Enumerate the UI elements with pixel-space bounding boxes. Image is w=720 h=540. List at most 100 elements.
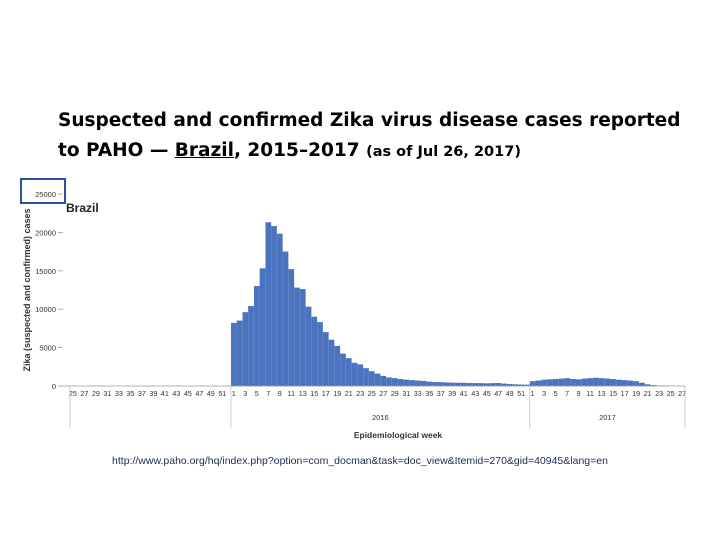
x-tick-label: 21 xyxy=(345,389,353,398)
bar-2016-W30 xyxy=(397,378,404,387)
bar-2016-W25 xyxy=(368,371,375,387)
x-tick-label: 35 xyxy=(126,389,134,398)
x-tick-label: 21 xyxy=(644,389,652,398)
bar-2017-W16 xyxy=(616,379,622,387)
bar-2016-W15 xyxy=(311,316,318,387)
x-tick-label: 7 xyxy=(266,389,270,398)
bar-2016-W22 xyxy=(351,362,358,387)
bar-2017-W14 xyxy=(604,378,611,387)
bar-2016-W38 xyxy=(443,382,450,387)
x-tick-label: 13 xyxy=(299,389,307,398)
bar-2016-W43 xyxy=(472,383,479,387)
x-tick-label: 17 xyxy=(621,389,629,398)
x-tick-label: 41 xyxy=(460,389,468,398)
bar-2017-W17 xyxy=(621,380,628,387)
x-tick-label: 11 xyxy=(586,389,593,398)
x-tick-label: 37 xyxy=(437,389,445,398)
bar-2016-W41 xyxy=(460,382,467,387)
x-tick-label: 39 xyxy=(149,389,157,398)
x-tick-label: 47 xyxy=(195,389,203,398)
year-label-2017: 2017 xyxy=(599,413,616,422)
bar-2017-W13 xyxy=(598,378,605,387)
x-tick-label: 31 xyxy=(103,389,111,398)
x-tick-label: 1 xyxy=(232,389,236,398)
bar-2017-W02 xyxy=(535,380,542,387)
slide-title-line-2: to PAHO — Brazil, 2015–2017 (as of Jul 2… xyxy=(58,136,698,167)
bar-2016-W07 xyxy=(265,222,272,387)
slide-title-prefix: to PAHO — xyxy=(58,140,175,161)
bar-2016-W27 xyxy=(380,375,387,387)
bar-2016-W12 xyxy=(294,287,300,387)
x-tick-label: 3 xyxy=(542,389,546,398)
bar-2016-W33 xyxy=(414,380,421,387)
y-tick-label: 0 xyxy=(52,382,56,391)
x-tick-label: 5 xyxy=(554,389,558,398)
bar-2017-W08 xyxy=(570,378,576,387)
bar-2016-W06 xyxy=(259,268,266,387)
y-tick-label: 20000 xyxy=(35,228,56,237)
bar-2016-W16 xyxy=(317,322,323,387)
zika-bar-chart: Zika (suspected and confirmed) cases Braz… xyxy=(20,178,686,440)
bar-2016-W46 xyxy=(489,383,496,387)
x-tick-label: 11 xyxy=(288,389,295,398)
x-tick-label: 45 xyxy=(483,389,491,398)
bar-2016-W11 xyxy=(288,269,295,387)
bar-2016-W31 xyxy=(403,379,410,387)
x-axis-label: Epidemiological week xyxy=(354,430,443,440)
bar-2017-W11 xyxy=(587,378,593,387)
bar-2016-W34 xyxy=(420,380,427,387)
bar-2017-W03 xyxy=(541,379,548,387)
chart-frame: Zika (suspected and confirmed) cases Braz… xyxy=(18,178,692,444)
x-tick-label: 45 xyxy=(184,389,192,398)
bar-2016-W09 xyxy=(276,233,283,387)
x-tick-label: 37 xyxy=(138,389,146,398)
source-url: http://www.paho.org/hq/index.php?option=… xyxy=(112,455,608,467)
x-tick-label: 31 xyxy=(402,389,410,398)
x-tick-label: 15 xyxy=(310,389,318,398)
x-tick-label: 49 xyxy=(506,389,514,398)
bar-2016-W19 xyxy=(334,345,341,387)
x-tick-label: 17 xyxy=(322,389,330,398)
bar-2016-W17 xyxy=(322,332,329,387)
bar-2016-W04 xyxy=(248,306,254,387)
y-tick-label: 10000 xyxy=(35,305,56,314)
bar-2016-W14 xyxy=(305,306,312,387)
y-tick-label: 15000 xyxy=(35,267,56,276)
bar-2016-W37 xyxy=(437,382,444,387)
year-label-2016: 2016 xyxy=(372,413,389,422)
bar-2017-W06 xyxy=(558,378,565,387)
bar-2016-W29 xyxy=(391,378,398,387)
slide-title-country: Brazil xyxy=(174,140,234,161)
chart-title: Brazil xyxy=(66,201,99,215)
bar-2016-W10 xyxy=(282,251,289,387)
bar-2017-W15 xyxy=(610,378,616,387)
x-tick-label: 41 xyxy=(161,389,169,398)
slide-title-line-1: Suspected and confirmed Zika virus disea… xyxy=(58,110,681,131)
bar-2016-W03 xyxy=(242,312,249,387)
bar-2017-W05 xyxy=(552,378,559,387)
bar-2016-W05 xyxy=(253,286,260,387)
bar-2016-W39 xyxy=(449,382,456,387)
x-tick-label: 3 xyxy=(243,389,247,398)
bar-2017-W18 xyxy=(627,380,634,387)
x-tick-label: 33 xyxy=(115,389,123,398)
bar-2017-W19 xyxy=(633,381,639,387)
bar-2016-W02 xyxy=(236,320,243,387)
x-tick-label: 1 xyxy=(531,389,535,398)
x-tick-label: 51 xyxy=(218,389,226,398)
x-tick-label: 15 xyxy=(609,389,617,398)
x-tick-label: 51 xyxy=(517,389,525,398)
x-tick-label: 47 xyxy=(494,389,502,398)
y-axis-label: Zika (suspected and confirmed) cases xyxy=(22,208,32,371)
bar-2016-W42 xyxy=(466,382,473,387)
x-tick-label: 33 xyxy=(414,389,422,398)
bar-2016-W13 xyxy=(299,289,306,387)
bar-2016-W24 xyxy=(363,368,369,387)
x-tick-label: 39 xyxy=(448,389,456,398)
x-tick-label: 43 xyxy=(172,389,180,398)
slide-title-date: (as of Jul 26, 2017) xyxy=(366,144,521,160)
x-tick-label: 5 xyxy=(255,389,259,398)
bar-2016-W35 xyxy=(426,381,433,387)
y-tick-label: 5000 xyxy=(39,344,56,353)
x-tick-label: 35 xyxy=(425,389,433,398)
